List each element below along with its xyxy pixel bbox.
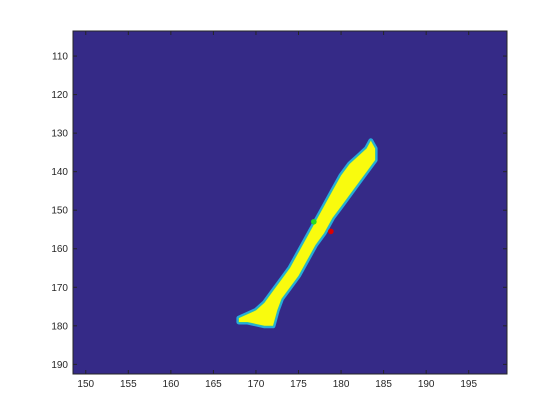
region-fill xyxy=(238,140,376,326)
x-tick-label: 155 xyxy=(120,379,137,390)
y-tick-label: 130 xyxy=(51,129,68,140)
x-tick-label: 150 xyxy=(77,379,94,390)
y-tick-label: 190 xyxy=(51,360,68,371)
y-tick-label: 140 xyxy=(51,167,68,178)
points-layer xyxy=(311,218,334,235)
x-tick-label: 165 xyxy=(205,379,222,390)
y-tick-label: 150 xyxy=(51,206,68,217)
y-tick-label: 160 xyxy=(51,244,68,255)
y-axis: 110 120 130 140 150 160 170 180 190 xyxy=(51,52,507,371)
red-point xyxy=(328,228,334,235)
plot-frame xyxy=(72,30,508,375)
x-tick-label: 170 xyxy=(248,379,265,390)
x-tick-label: 175 xyxy=(290,379,307,390)
x-tick-label: 160 xyxy=(163,379,180,390)
x-tick-label: 190 xyxy=(418,379,435,390)
y-tick-label: 180 xyxy=(51,321,68,332)
region-layer xyxy=(236,138,378,329)
x-tick-label: 180 xyxy=(333,379,350,390)
y-tick-label: 120 xyxy=(51,90,68,101)
y-tick-label: 110 xyxy=(52,52,68,63)
x-tick-label: 195 xyxy=(460,379,477,390)
y-tick-label: 170 xyxy=(51,283,68,294)
plot-area xyxy=(73,31,507,374)
x-tick-label: 185 xyxy=(375,379,392,390)
green-point xyxy=(311,218,317,225)
x-axis: 150 155 160 165 170 175 180 185 190 195 xyxy=(77,31,477,390)
